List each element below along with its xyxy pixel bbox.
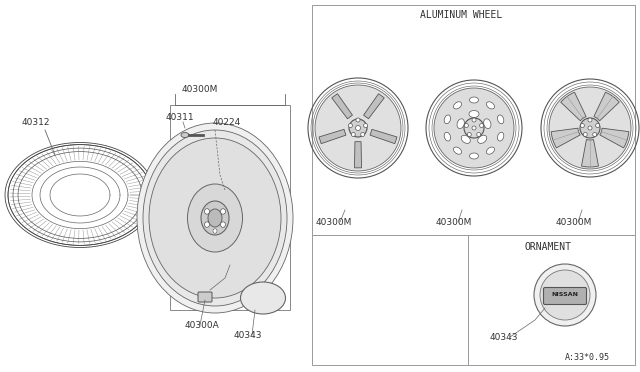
Ellipse shape [479, 124, 484, 128]
Text: 40300M: 40300M [182, 85, 218, 94]
Ellipse shape [497, 115, 504, 124]
Ellipse shape [351, 132, 355, 137]
Ellipse shape [149, 138, 281, 298]
Ellipse shape [472, 118, 476, 122]
Bar [312, 235, 635, 365]
Ellipse shape [356, 118, 360, 122]
Text: ALUMINUM WHEEL: ALUMINUM WHEEL [420, 10, 502, 20]
Text: NISSAN: NISSAN [552, 292, 579, 296]
Polygon shape [364, 94, 384, 119]
Ellipse shape [593, 132, 596, 137]
Ellipse shape [457, 119, 465, 129]
Ellipse shape [467, 132, 471, 137]
Text: 40343: 40343 [234, 331, 262, 340]
Ellipse shape [181, 132, 189, 138]
Polygon shape [561, 92, 586, 121]
Ellipse shape [454, 147, 461, 154]
Ellipse shape [477, 135, 487, 144]
Polygon shape [551, 128, 580, 148]
Ellipse shape [580, 118, 600, 138]
Ellipse shape [201, 201, 229, 235]
Ellipse shape [221, 209, 225, 214]
Polygon shape [319, 129, 346, 144]
Ellipse shape [444, 115, 451, 124]
Ellipse shape [470, 153, 479, 159]
Ellipse shape [205, 222, 209, 227]
Polygon shape [332, 94, 353, 119]
Ellipse shape [205, 209, 209, 214]
Ellipse shape [472, 126, 476, 130]
Ellipse shape [486, 102, 495, 109]
Ellipse shape [469, 110, 479, 118]
Ellipse shape [486, 147, 495, 154]
Ellipse shape [583, 132, 588, 137]
Ellipse shape [477, 132, 481, 137]
Ellipse shape [588, 126, 592, 130]
Ellipse shape [361, 132, 365, 137]
Bar [170, 105, 290, 310]
Ellipse shape [208, 209, 222, 227]
FancyBboxPatch shape [543, 288, 586, 305]
Ellipse shape [534, 264, 596, 326]
Polygon shape [355, 142, 362, 168]
Ellipse shape [444, 132, 451, 141]
Ellipse shape [464, 118, 484, 138]
Ellipse shape [580, 124, 584, 128]
Ellipse shape [143, 130, 287, 306]
Ellipse shape [470, 97, 479, 103]
Ellipse shape [241, 282, 285, 314]
Ellipse shape [549, 87, 631, 169]
Polygon shape [594, 92, 620, 121]
Ellipse shape [315, 85, 401, 171]
Ellipse shape [596, 124, 600, 128]
Text: ORNAMENT: ORNAMENT [525, 242, 572, 252]
Ellipse shape [348, 124, 353, 128]
Polygon shape [600, 128, 629, 148]
Text: 40311: 40311 [166, 113, 195, 122]
Text: 40300M: 40300M [316, 218, 353, 227]
Ellipse shape [364, 124, 367, 128]
Ellipse shape [188, 184, 243, 252]
Ellipse shape [355, 125, 360, 131]
Ellipse shape [497, 132, 504, 141]
Ellipse shape [465, 124, 468, 128]
Bar [312, 5, 635, 235]
Ellipse shape [213, 229, 217, 233]
Text: A:33*0.95: A:33*0.95 [565, 353, 610, 362]
Ellipse shape [484, 119, 491, 129]
Text: 40343: 40343 [490, 333, 518, 342]
Text: 40224: 40224 [213, 118, 241, 127]
FancyBboxPatch shape [198, 292, 212, 302]
Ellipse shape [434, 88, 514, 168]
Ellipse shape [461, 135, 470, 144]
Ellipse shape [221, 222, 225, 227]
Text: 40300M: 40300M [556, 218, 593, 227]
Text: 40300A: 40300A [185, 321, 220, 330]
Ellipse shape [137, 123, 293, 313]
Text: 40312: 40312 [22, 118, 51, 127]
Ellipse shape [588, 118, 592, 122]
Ellipse shape [454, 102, 461, 109]
Ellipse shape [349, 119, 367, 137]
Text: 40300M: 40300M [436, 218, 472, 227]
Polygon shape [370, 129, 397, 144]
Polygon shape [582, 140, 598, 167]
Ellipse shape [540, 270, 590, 320]
